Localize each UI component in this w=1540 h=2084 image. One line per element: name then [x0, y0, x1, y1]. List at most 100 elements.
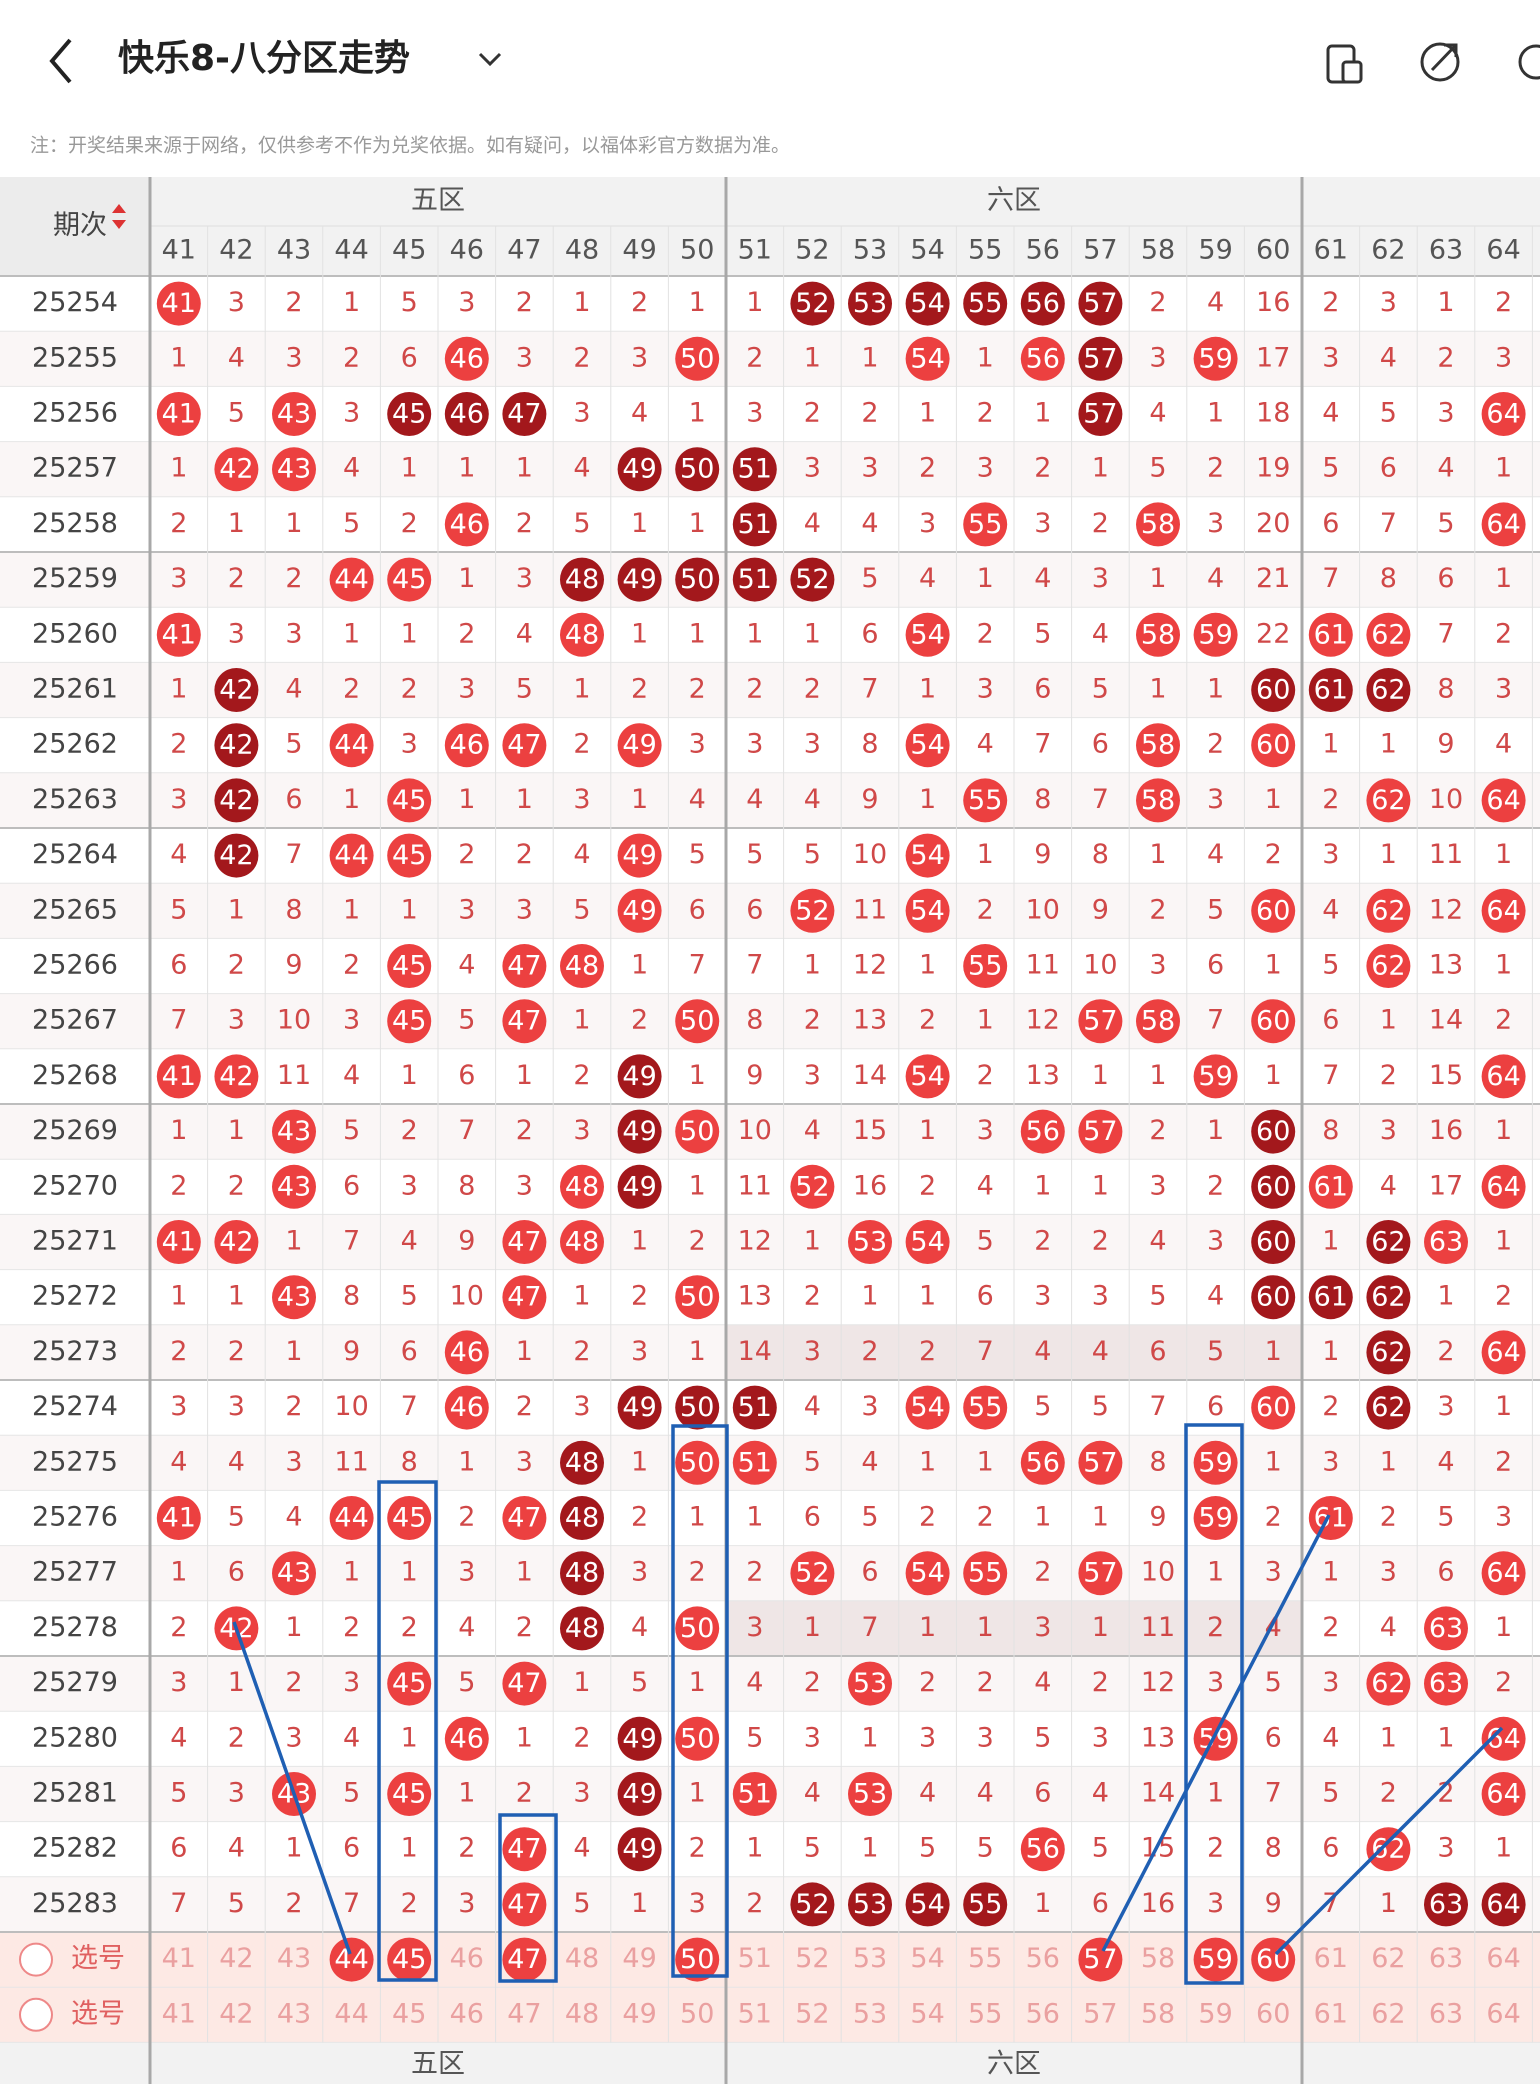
select-radio[interactable]	[19, 1997, 53, 2032]
omission-count: 3	[861, 453, 878, 484]
select-number[interactable]: 61	[1314, 1998, 1348, 2029]
icon-share[interactable]	[1420, 42, 1460, 82]
select-number[interactable]: 50	[680, 1998, 714, 2029]
omission-count: 3	[573, 1115, 590, 1146]
select-number[interactable]: 49	[622, 1998, 656, 2029]
select-number[interactable]: 56	[1026, 1943, 1060, 1974]
omission-count: 12	[1026, 1005, 1060, 1036]
omission-count: 3	[1380, 287, 1397, 318]
select-radio[interactable]	[19, 1942, 53, 1977]
drawn-number-ball	[156, 281, 201, 326]
omission-count: 15	[853, 1115, 887, 1146]
select-number[interactable]: 46	[450, 1998, 484, 2029]
drawn-number: 62	[1371, 1282, 1405, 1313]
select-number[interactable]: 51	[738, 1998, 772, 2029]
select-number[interactable]: 55	[968, 1998, 1002, 2029]
omission-count: 3	[573, 784, 590, 815]
drawn-number-ball	[560, 557, 604, 602]
select-number[interactable]: 47	[507, 1998, 541, 2029]
omission-count: 1	[170, 674, 187, 705]
select-number[interactable]: 48	[565, 1943, 599, 1974]
select-number[interactable]: 52	[795, 1998, 829, 2029]
column-number: 53	[853, 235, 887, 266]
omission-count: 4	[1322, 894, 1339, 925]
omission-count: 15	[1429, 1060, 1463, 1091]
drawn-number: 42	[219, 454, 253, 485]
period: 25267	[32, 1005, 118, 1036]
select-number[interactable]: 44	[334, 1998, 368, 2029]
omission-count: 3	[977, 1722, 994, 1753]
omission-count: 10	[1083, 950, 1117, 981]
omission-count: 1	[170, 1281, 187, 1312]
select-number[interactable]: 53	[853, 1998, 887, 2029]
omission-count: 6	[343, 1170, 360, 1201]
omission-count: 4	[1207, 1281, 1224, 1312]
drawn-number: 49	[622, 1061, 656, 1092]
select-number[interactable]: 61	[1314, 1943, 1348, 1974]
omission-count: 1	[458, 453, 475, 484]
select-number[interactable]: 57	[1083, 1998, 1117, 2029]
select-number[interactable]: 42	[219, 1998, 253, 2029]
select-number[interactable]: 45	[392, 1998, 426, 2029]
select-number[interactable]: 43	[277, 1943, 311, 1974]
omission-count: 3	[458, 674, 475, 705]
omission-count: 3	[285, 618, 302, 649]
select-number[interactable]: 62	[1371, 1943, 1405, 1974]
select-number[interactable]: 53	[853, 1943, 887, 1974]
drawn-number-ball	[560, 1496, 604, 1540]
select-number[interactable]: 43	[277, 1998, 311, 2029]
drawn-number: 43	[277, 399, 311, 430]
select-number[interactable]: 42	[219, 1943, 253, 1974]
select-number[interactable]: 51	[738, 1943, 772, 1974]
select-number[interactable]: 58	[1141, 1943, 1175, 1974]
select-number[interactable]: 56	[1026, 1998, 1060, 2029]
drawn-number: 51	[738, 1447, 772, 1478]
select-number[interactable]: 46	[450, 1943, 484, 1974]
zone-footer: 六区	[987, 2049, 1041, 2080]
omission-count: 11	[334, 1446, 368, 1477]
column-number: 50	[680, 235, 714, 266]
omission-count: 6	[170, 950, 187, 981]
select-number[interactable]: 54	[910, 1943, 944, 1974]
select-number[interactable]: 54	[910, 1998, 944, 2029]
title-dropdown[interactable]	[478, 52, 502, 67]
select-number[interactable]: 55	[968, 1943, 1002, 1974]
omission-count: 1	[746, 618, 763, 649]
select-number[interactable]: 63	[1429, 1998, 1463, 2029]
omission-count: 4	[516, 618, 533, 649]
omission-count: 1	[1149, 563, 1166, 594]
drawn-number-ball	[1193, 1496, 1238, 1540]
drawn-number: 53	[853, 288, 887, 319]
omission-count: 2	[285, 1888, 302, 1919]
drawn-number-ball	[387, 1772, 432, 1816]
select-number[interactable]: 63	[1429, 1943, 1463, 1974]
omission-count: 1	[1265, 1336, 1282, 1367]
period: 25270	[32, 1170, 118, 1201]
omission-count: 3	[804, 1336, 821, 1367]
select-number[interactable]: 58	[1141, 1998, 1175, 2029]
select-number[interactable]: 52	[795, 1943, 829, 1974]
omission-count: 1	[516, 1557, 533, 1588]
select-number[interactable]: 48	[565, 1998, 599, 2029]
select-number[interactable]: 60	[1256, 1998, 1290, 2029]
omission-count: 1	[343, 894, 360, 925]
select-number[interactable]: 62	[1371, 1998, 1405, 2029]
drawn-number: 46	[450, 730, 484, 761]
drawn-number-ball	[963, 778, 1008, 823]
omission-count: 5	[1437, 508, 1454, 539]
back-button[interactable]	[49, 38, 72, 84]
omission-count: 1	[228, 894, 245, 925]
select-number[interactable]: 49	[622, 1943, 656, 1974]
select-number[interactable]: 59	[1198, 1998, 1232, 2029]
drawn-number-ball	[1481, 502, 1526, 547]
select-number[interactable]: 41	[162, 1943, 196, 1974]
select-number[interactable]: 64	[1486, 1943, 1520, 1974]
omission-count: 7	[861, 674, 878, 705]
drawn-number: 47	[507, 1503, 541, 1534]
drawn-number: 45	[392, 951, 426, 982]
drawn-number: 44	[334, 564, 368, 595]
select-number[interactable]: 41	[162, 1998, 196, 2029]
select-number[interactable]: 64	[1486, 1998, 1520, 2029]
icon-settings[interactable]	[1518, 44, 1540, 80]
row-bg	[0, 938, 1540, 994]
